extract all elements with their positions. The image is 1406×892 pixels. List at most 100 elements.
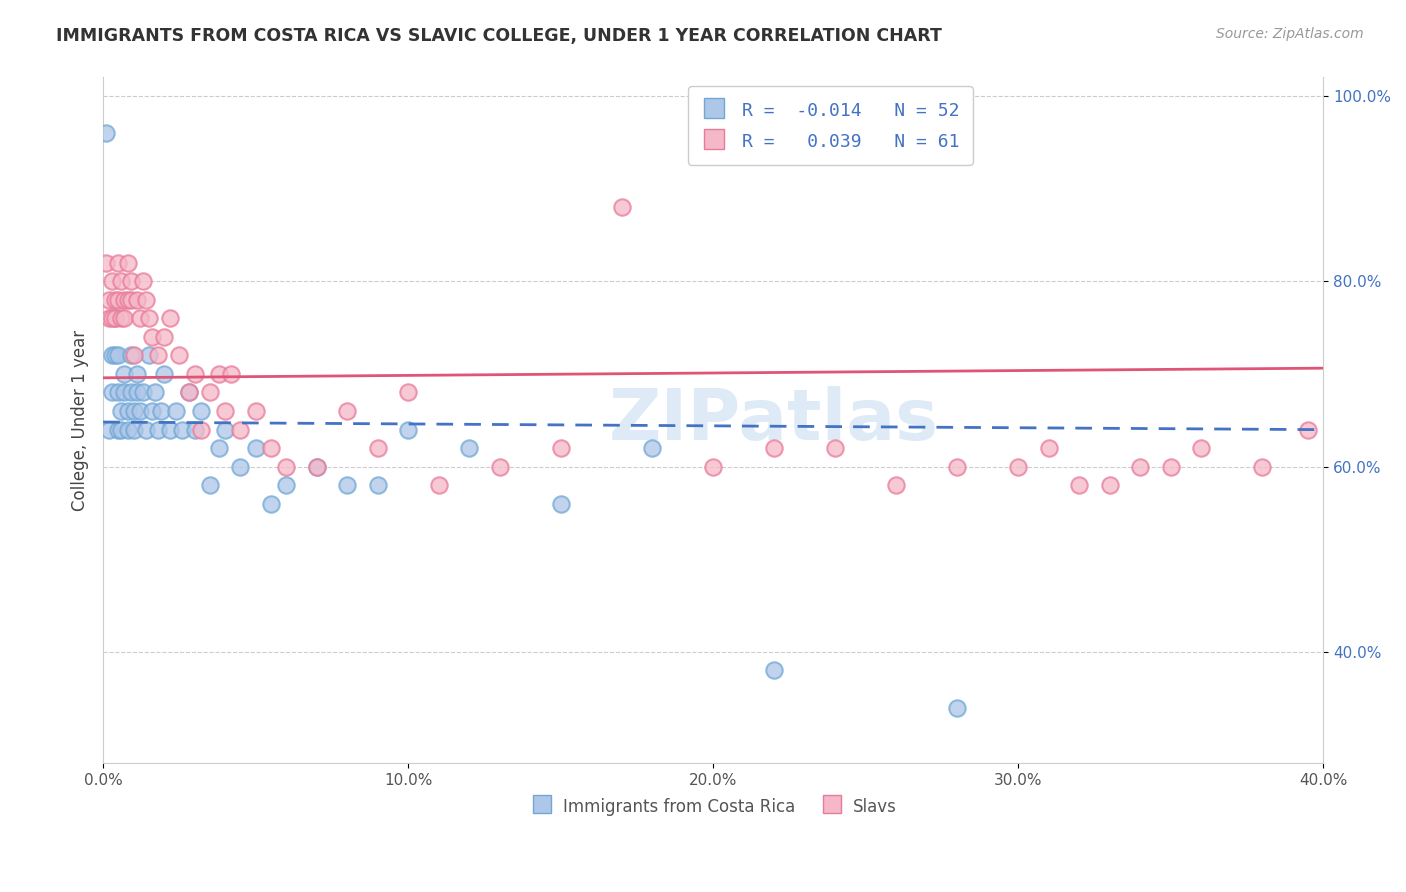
Point (427, 478, 450, 492)
Point (141, 330, 163, 344)
Point (122, 423, 145, 437)
Point (114, 385, 136, 400)
Y-axis label: College, Under 1 year: College, Under 1 year (72, 330, 89, 511)
Point (229, 423, 252, 437)
Point (169, 348, 191, 362)
Point (367, 478, 389, 492)
Point (101, 311, 124, 326)
Text: Source: ZipAtlas.com: Source: ZipAtlas.com (1216, 27, 1364, 41)
Point (610, 200, 633, 214)
Point (153, 330, 176, 344)
Point (153, 367, 176, 381)
Point (367, 441, 389, 455)
Point (824, 441, 846, 455)
Point (146, 423, 169, 437)
Point (183, 367, 205, 381)
Point (125, 367, 148, 381)
Point (396, 423, 419, 437)
Point (260, 441, 283, 455)
Point (946, 459, 969, 474)
Point (98, 311, 121, 326)
Point (276, 478, 298, 492)
Point (305, 459, 328, 474)
Point (101, 348, 124, 362)
Point (104, 311, 127, 326)
Point (219, 367, 242, 381)
Point (128, 404, 150, 418)
Point (208, 441, 231, 455)
Point (946, 700, 969, 714)
Point (117, 423, 139, 437)
Point (763, 441, 786, 455)
Point (488, 459, 510, 474)
Point (336, 404, 359, 418)
Point (104, 293, 127, 307)
Point (96, 126, 118, 140)
Point (1160, 459, 1182, 474)
Point (214, 423, 236, 437)
Point (1129, 459, 1152, 474)
Point (458, 441, 481, 455)
Point (276, 459, 298, 474)
Point (159, 423, 181, 437)
Point (159, 311, 181, 326)
Point (177, 385, 200, 400)
Point (763, 664, 786, 678)
Legend: Immigrants from Costa Rica, Slavs: Immigrants from Costa Rica, Slavs (523, 789, 904, 823)
Point (884, 478, 907, 492)
Point (96, 256, 118, 270)
Point (198, 385, 221, 400)
Point (150, 404, 173, 418)
Point (641, 441, 664, 455)
Point (120, 385, 142, 400)
Point (172, 423, 194, 437)
Point (125, 293, 148, 307)
Point (110, 423, 132, 437)
Point (132, 385, 155, 400)
Point (550, 441, 572, 455)
Point (305, 459, 328, 474)
Point (1189, 441, 1212, 455)
Point (114, 293, 136, 307)
Point (98, 423, 121, 437)
Point (135, 293, 157, 307)
Point (120, 348, 142, 362)
Text: IMMIGRANTS FROM COSTA RICA VS SLAVIC COLLEGE, UNDER 1 YEAR CORRELATION CHART: IMMIGRANTS FROM COSTA RICA VS SLAVIC COL… (56, 27, 942, 45)
Point (143, 385, 166, 400)
Point (117, 256, 139, 270)
Point (132, 274, 155, 288)
Point (190, 423, 212, 437)
Point (135, 423, 157, 437)
Point (336, 478, 359, 492)
Point (1098, 478, 1121, 492)
Point (183, 423, 205, 437)
Point (120, 274, 142, 288)
Point (107, 256, 129, 270)
Point (98, 293, 121, 307)
Point (101, 385, 124, 400)
Point (104, 311, 127, 326)
Point (165, 404, 187, 418)
Point (1069, 478, 1091, 492)
Point (120, 293, 142, 307)
Point (128, 311, 150, 326)
Point (107, 385, 129, 400)
Point (1251, 459, 1274, 474)
Point (122, 348, 145, 362)
Point (208, 367, 231, 381)
Point (114, 311, 136, 326)
Point (110, 311, 132, 326)
Point (245, 441, 267, 455)
Point (107, 423, 129, 437)
Text: ZIPatlas: ZIPatlas (609, 385, 939, 455)
Point (141, 404, 163, 418)
Point (101, 274, 124, 288)
Point (110, 404, 132, 418)
Point (122, 404, 145, 418)
Point (125, 385, 148, 400)
Point (107, 293, 129, 307)
Point (190, 404, 212, 418)
Point (214, 404, 236, 418)
Point (107, 348, 129, 362)
Point (245, 404, 267, 418)
